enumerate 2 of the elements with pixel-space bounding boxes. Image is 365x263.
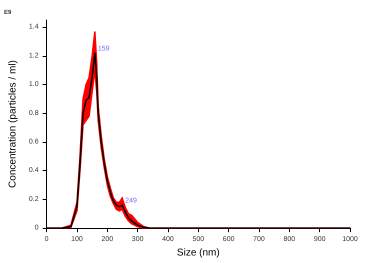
x-axis-title: Size (nm): [176, 248, 220, 258]
y-axis-title: Concentration (particles / ml): [8, 60, 18, 188]
